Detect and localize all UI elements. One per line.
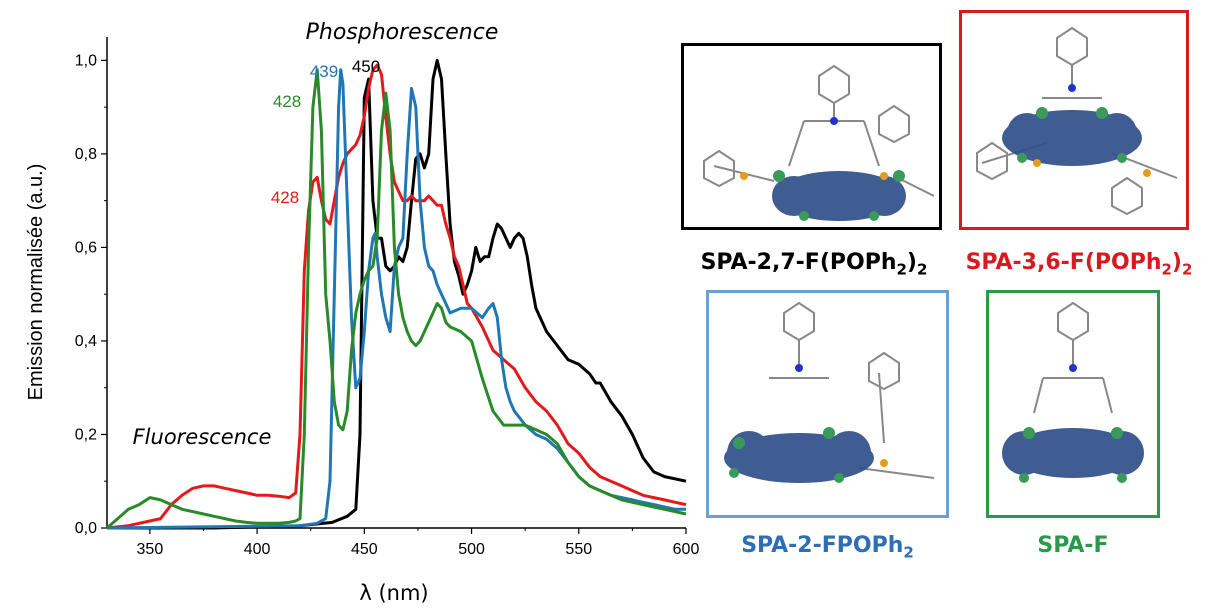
molecule-label-spa-2f: SPA-2-FPOPh2 bbox=[741, 533, 914, 562]
molecule-label-spa-27: SPA-2,7-F(POPh2)2 bbox=[700, 250, 928, 279]
x-tick-label: 600 bbox=[673, 541, 700, 558]
peak-label-blue: 439 bbox=[310, 62, 338, 81]
y-tick-label: 0,6 bbox=[75, 239, 97, 256]
x-axis-label: λ (nm) bbox=[359, 581, 428, 605]
y-tick-label: 0,4 bbox=[75, 333, 97, 350]
x-tick-label: 500 bbox=[458, 541, 485, 558]
y-axis-label: Emission normalisée (a.u.) bbox=[25, 164, 47, 401]
emission-chart: 350 400 450 500 550 600 0,0 0,2 0,4 0,6 0,8 1,0 λ (… bbox=[25, 20, 700, 605]
series-line-2 bbox=[106, 68, 686, 530]
molecule-structure-spa-36 bbox=[976, 26, 1178, 216]
series-line-0 bbox=[107, 58, 687, 530]
molecule-box-spa-f bbox=[986, 290, 1160, 518]
peak-label-black: 450 bbox=[352, 57, 380, 76]
molecule-structure-spa-2f bbox=[724, 301, 935, 483]
x-tick-label: 350 bbox=[137, 541, 164, 558]
fluorescence-annotation: Fluorescence bbox=[133, 425, 272, 449]
y-tick-label: 0,0 bbox=[75, 520, 97, 537]
phosphorescence-annotation: Phosphorescence bbox=[306, 20, 499, 45]
series-line-1 bbox=[106, 63, 687, 530]
x-tick-label: 550 bbox=[565, 541, 592, 558]
molecule-box-spa-36 bbox=[959, 10, 1189, 230]
molecule-structure-spa-f bbox=[1002, 301, 1144, 483]
x-tick-label: 400 bbox=[244, 541, 271, 558]
series-line-3 bbox=[106, 68, 687, 530]
peak-label-green: 428 bbox=[273, 92, 301, 111]
molecule-box-spa-27 bbox=[681, 43, 942, 230]
molecule-structure-spa-27 bbox=[703, 64, 935, 221]
chart-ticks: 350 400 450 500 550 600 0,0 0,2 0,4 0,6 0,8 1,0 bbox=[75, 52, 700, 558]
y-tick-label: 0,8 bbox=[75, 146, 97, 163]
molecule-box-spa-2f bbox=[706, 290, 949, 518]
chart-series bbox=[106, 58, 687, 530]
molecule-label-spa-36: SPA-3,6-F(POPh2)2 bbox=[965, 250, 1193, 279]
y-tick-label: 1,0 bbox=[75, 52, 97, 69]
y-tick-label: 0,2 bbox=[75, 426, 97, 443]
x-tick-label: 450 bbox=[351, 541, 378, 558]
peak-label-red: 428 bbox=[271, 188, 299, 207]
molecule-label-spa-f: SPA-F bbox=[1037, 533, 1109, 558]
